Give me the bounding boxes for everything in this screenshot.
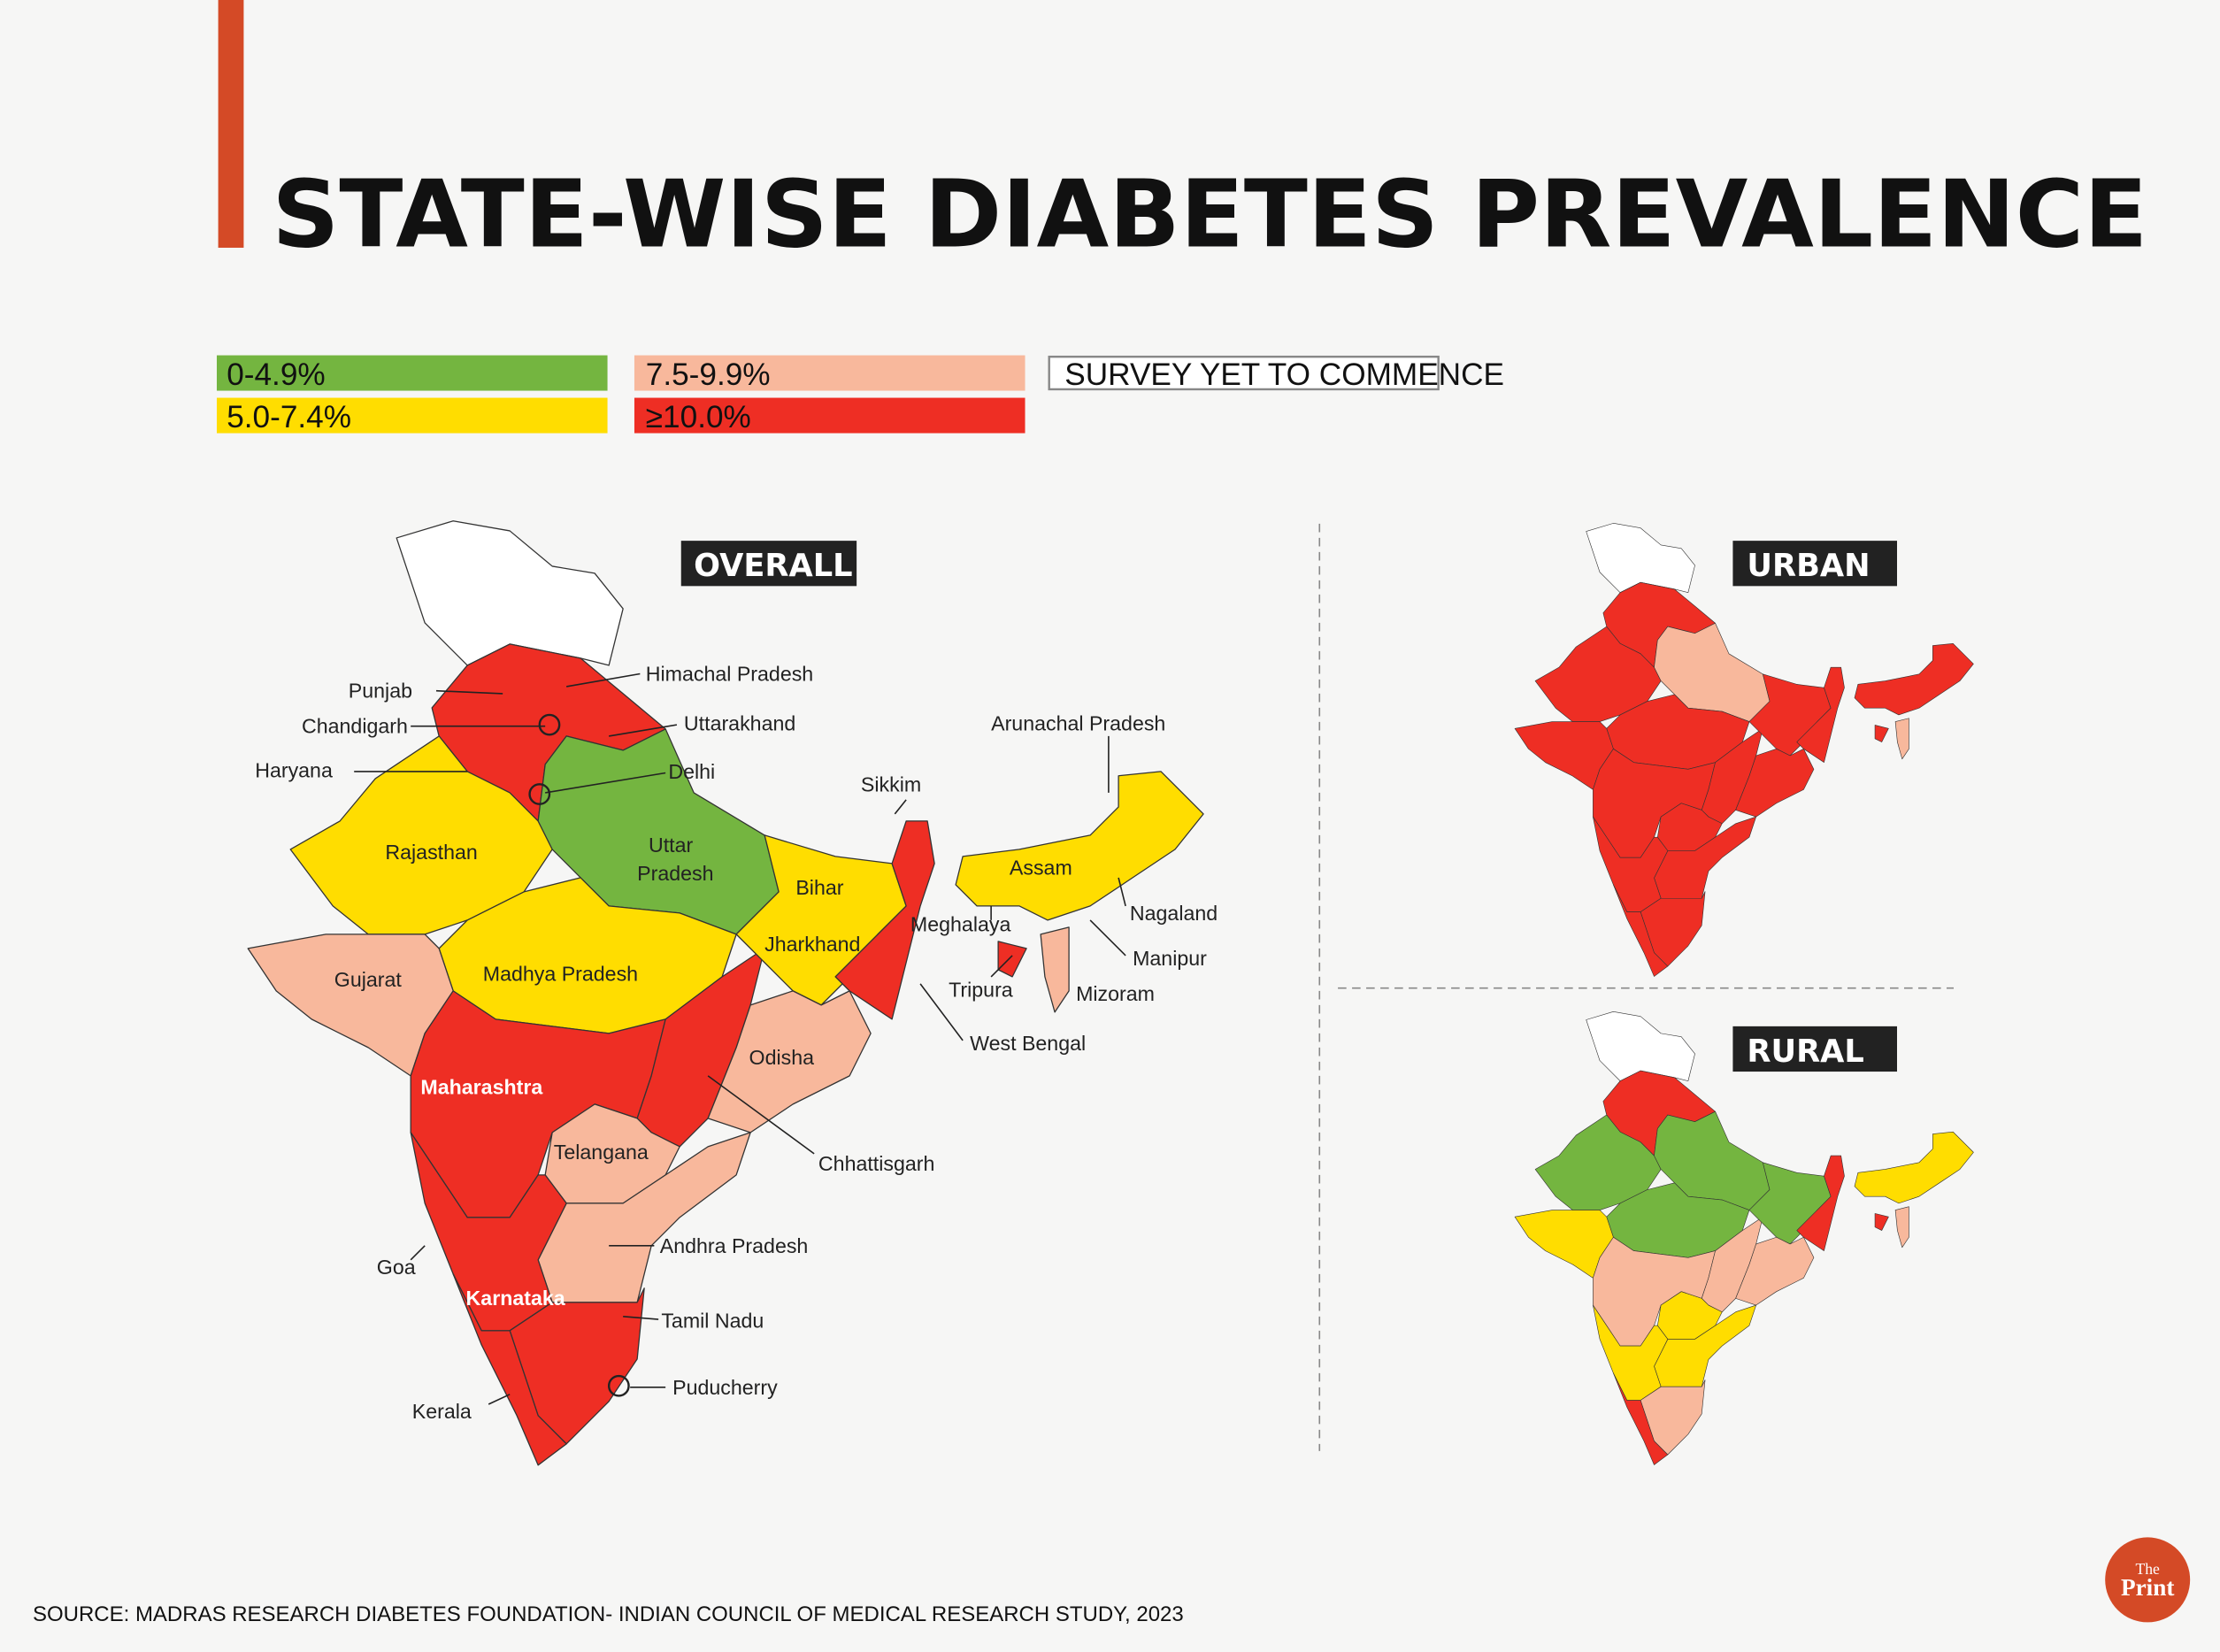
legend-label: 7.5-9.9%	[646, 357, 771, 392]
label-wb: West Bengal	[970, 1032, 1086, 1055]
label-up: Uttar	[649, 834, 694, 857]
label-ap: Andhra Pradesh	[660, 1234, 809, 1257]
label-arunachal: Arunachal Pradesh	[991, 712, 1165, 735]
state-kerala	[1613, 884, 1669, 977]
state-rajasthan	[1534, 1114, 1662, 1210]
state-rajasthan	[1534, 626, 1662, 722]
label-up: Pradesh	[637, 862, 713, 885]
legend-label: 5.0-7.4%	[227, 400, 351, 434]
label-chhattisgarh: Chhattisgarh	[818, 1152, 934, 1175]
legend-label: SURVEY YET TO COMMENCE	[1064, 357, 1504, 392]
state-bihar	[735, 834, 907, 1006]
label-kerala: Kerala	[412, 1400, 472, 1423]
label-gujarat: Gujarat	[334, 968, 403, 991]
state-kerala	[1613, 1372, 1669, 1465]
state-bihar	[1748, 673, 1832, 757]
label-tn: Tamil Nadu	[661, 1310, 764, 1333]
legend-swatch-high	[634, 355, 1026, 391]
legend-label: ≥10.0%	[646, 400, 751, 434]
map-tag-urban: URBAN	[1732, 541, 1898, 587]
label-uttarakhand: Uttarakhand	[684, 712, 795, 735]
label-assam: Assam	[1010, 857, 1072, 880]
label-mizoram: Mizoram	[1076, 982, 1155, 1005]
state-tripura	[1874, 725, 1889, 742]
map-rural	[1514, 1010, 1974, 1465]
state-mizoram	[1894, 1206, 1909, 1249]
label-rajasthan: Rajasthan	[385, 841, 477, 864]
label-manipur: Manipur	[1133, 947, 1207, 970]
map-tag-overall: OVERALL	[680, 541, 857, 587]
state-odisha	[1735, 749, 1815, 818]
svg-text:OVERALL: OVERALL	[694, 548, 852, 584]
label-bihar: Bihar	[795, 876, 843, 899]
label-tripura: Tripura	[949, 978, 1013, 1001]
state-wb	[834, 820, 935, 1020]
label-jharkhand: Jharkhand	[764, 933, 860, 956]
label-punjab: Punjab	[349, 680, 412, 703]
map-tag-rural: RURAL	[1732, 1026, 1898, 1072]
label-sikkim: Sikkim	[861, 772, 921, 795]
page-title: STATE-WISE DIABETES PREVALENCE	[272, 159, 2147, 268]
legend-swatch-mid	[217, 397, 608, 434]
state-odisha	[707, 990, 872, 1133]
state-tripura	[997, 941, 1027, 978]
svg-text:Print: Print	[2121, 1574, 2174, 1601]
state-jk	[1586, 523, 1695, 593]
leader-lines	[354, 672, 1126, 1405]
state-wb	[1796, 1155, 1845, 1251]
label-karnataka: Karnataka	[466, 1287, 566, 1310]
label-himachal: Himachal Pradesh	[646, 663, 813, 686]
svg-text:The: The	[2136, 1560, 2161, 1578]
state-wb	[1796, 666, 1845, 763]
label-chandigarh: Chandigarh	[302, 715, 408, 738]
label-odisha: Odisha	[749, 1046, 815, 1069]
legend-swatch-none	[1048, 355, 1440, 391]
label-puducherry: Puducherry	[672, 1376, 778, 1399]
label-meghalaya: Meghalaya	[910, 913, 1011, 936]
state-mizoram	[1040, 926, 1070, 1013]
label-maharashtra: Maharashtra	[420, 1076, 543, 1099]
label-mp: Madhya Pradesh	[483, 963, 638, 986]
label-telangana: Telangana	[554, 1141, 649, 1164]
state-jk	[396, 520, 624, 666]
legend-label: 0-4.9%	[227, 357, 326, 392]
label-delhi: Delhi	[668, 760, 715, 783]
state-labels: Punjab Chandigarh Haryana Himachal Prade…	[255, 663, 1218, 1424]
svg-text:RURAL: RURAL	[1747, 1033, 1863, 1070]
state-assam	[1854, 642, 1974, 716]
theprint-logo: The Print	[2105, 1537, 2191, 1623]
svg-text:URBAN: URBAN	[1747, 548, 1870, 584]
state-assam	[1854, 1131, 1974, 1204]
state-odisha	[1735, 1236, 1815, 1306]
accent-bar	[218, 0, 244, 248]
legend-swatch-low	[217, 355, 608, 391]
source-note: SOURCE: MADRAS RESEARCH DIABETES FOUNDAT…	[33, 1602, 1184, 1626]
label-haryana: Haryana	[255, 758, 333, 781]
map-overall	[247, 520, 1204, 1466]
state-mizoram	[1894, 718, 1909, 760]
label-nagaland: Nagaland	[1130, 902, 1218, 925]
state-jk	[1586, 1010, 1695, 1081]
map-urban	[1514, 523, 1974, 977]
legend-swatch-vhigh	[634, 397, 1026, 434]
state-kerala	[452, 1273, 567, 1466]
state-rajasthan	[289, 735, 553, 935]
legend: 0-4.9% 5.0-7.4% 7.5-9.9% ≥10.0% SURVEY Y…	[217, 355, 1504, 434]
label-goa: Goa	[377, 1256, 416, 1279]
state-bihar	[1748, 1162, 1832, 1245]
state-tripura	[1874, 1213, 1889, 1231]
